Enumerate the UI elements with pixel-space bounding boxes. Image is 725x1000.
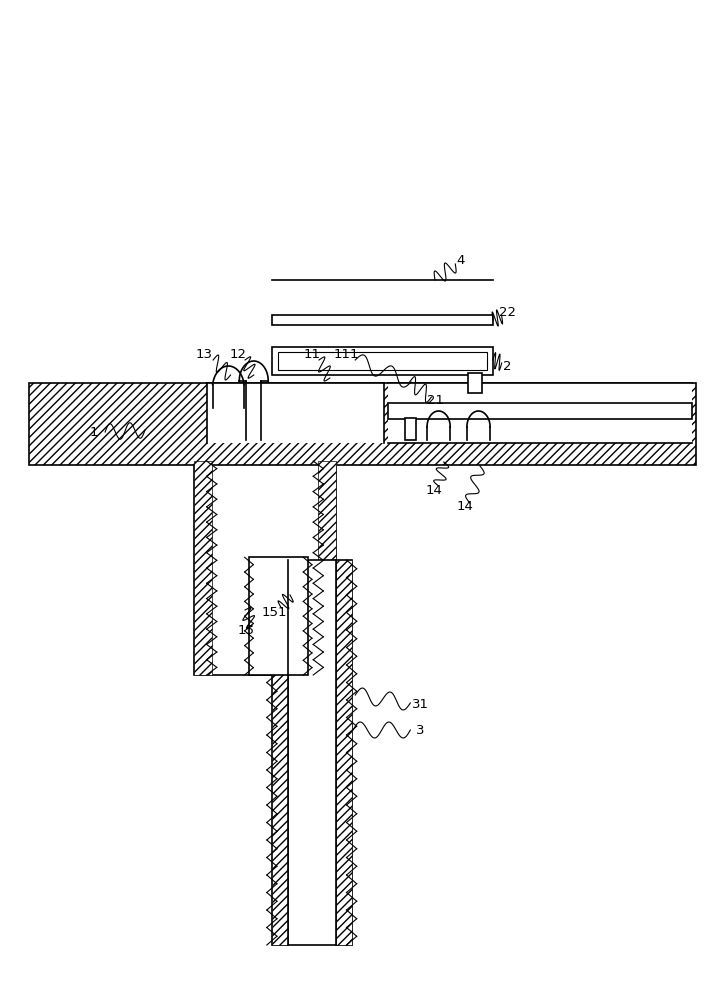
Text: 2: 2 (503, 360, 512, 372)
Bar (272, 347, 493, 375)
Bar (272, 315, 493, 325)
Text: 13: 13 (196, 349, 213, 361)
Text: 22: 22 (499, 306, 516, 318)
Bar (194, 461, 336, 675)
Bar (336, 560, 352, 945)
Bar (272, 560, 352, 945)
Text: 111: 111 (334, 349, 360, 361)
Bar (207, 383, 384, 443)
Bar (388, 403, 692, 419)
Bar (278, 352, 487, 370)
Bar (249, 557, 307, 675)
Bar (194, 461, 212, 675)
Text: 15: 15 (238, 624, 255, 637)
Bar (272, 560, 288, 945)
Text: 1: 1 (90, 426, 99, 438)
Bar (388, 383, 692, 443)
Text: 4: 4 (456, 253, 465, 266)
Text: 151: 151 (261, 605, 287, 618)
Text: 14: 14 (457, 500, 474, 514)
Bar (29, 383, 696, 465)
Text: 31: 31 (412, 698, 429, 712)
Bar (405, 418, 416, 440)
Bar (468, 373, 482, 393)
Text: 12: 12 (229, 349, 246, 361)
Bar (318, 461, 336, 675)
Text: 21: 21 (426, 393, 444, 406)
Text: 11: 11 (303, 349, 320, 361)
Text: 3: 3 (416, 724, 425, 736)
Text: 14: 14 (425, 484, 442, 496)
